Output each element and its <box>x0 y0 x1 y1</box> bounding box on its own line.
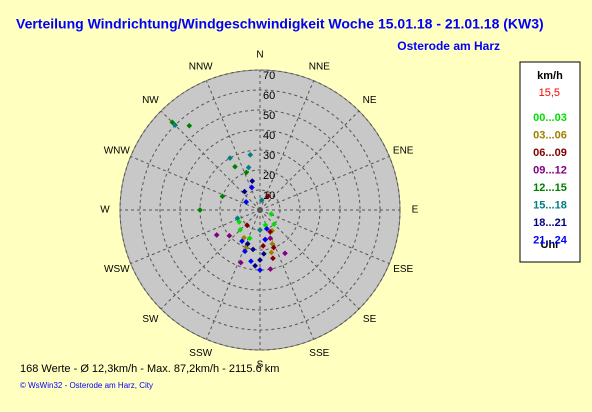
data-point <box>244 241 251 247</box>
data-point <box>268 249 275 256</box>
data-point <box>267 228 273 235</box>
data-point <box>246 235 253 242</box>
legend-title: km/h <box>537 70 563 82</box>
data-point <box>245 164 252 171</box>
legend-label: 00...03 <box>533 112 567 124</box>
data-point <box>271 221 277 227</box>
direction-label: WSW <box>104 264 130 275</box>
data-point <box>268 211 275 217</box>
data-point <box>239 238 245 245</box>
r-tick-label: 50 <box>263 110 275 122</box>
data-point <box>248 184 255 191</box>
data-point <box>257 267 263 273</box>
spoke <box>160 209 261 310</box>
data-point <box>252 262 258 269</box>
direction-label: WNW <box>104 145 131 156</box>
r-tick-label: 70 <box>263 70 275 82</box>
grid-ring <box>159 109 361 311</box>
direction-label: SSW <box>189 348 212 359</box>
legend-label: 12...15 <box>533 182 567 194</box>
legend-label: 21...24 <box>533 234 568 246</box>
data-point <box>264 225 270 232</box>
data-point <box>270 244 277 251</box>
direction-label: SE <box>363 314 377 325</box>
chart-title: Verteilung Windrichtung/Windgeschwindigk… <box>16 16 544 32</box>
r-tick-label: 20 <box>263 170 275 182</box>
grid-ring <box>179 129 341 291</box>
legend-label: 18...21 <box>533 217 567 229</box>
data-point <box>282 250 288 257</box>
data-point <box>234 215 241 222</box>
r-tick-label: 60 <box>263 90 275 102</box>
grid-ring <box>139 89 381 331</box>
direction-label: S <box>257 360 264 371</box>
direction-label: ENE <box>393 145 414 156</box>
data-point <box>242 248 248 255</box>
legend-box <box>519 61 581 263</box>
chart-subtitle: Osterode am Harz <box>397 39 500 53</box>
data-point <box>219 193 226 200</box>
legend-label: 09...12 <box>533 164 567 176</box>
spoke <box>259 209 360 310</box>
footer: 168 Werte - Ø 12,3km/h - Max. 87,2km/h -… <box>20 363 279 375</box>
data-point <box>232 163 238 170</box>
data-point <box>249 178 256 184</box>
spoke <box>259 155 390 211</box>
grid-ring <box>219 169 301 251</box>
data-point <box>260 243 266 249</box>
spoke <box>205 80 261 211</box>
data-point <box>262 236 269 243</box>
direction-label: ESE <box>393 264 413 275</box>
data-point <box>237 226 244 233</box>
direction-label: E <box>412 205 419 216</box>
legend-label: 15...18 <box>533 199 567 211</box>
spoke <box>130 155 261 211</box>
legend-footer: Uhr <box>541 239 561 251</box>
data-point <box>244 222 250 229</box>
data-point <box>226 232 233 239</box>
data-point <box>238 259 244 266</box>
data-point <box>265 193 271 199</box>
spoke <box>259 110 360 211</box>
direction-label: NE <box>363 95 377 106</box>
direction-label: N <box>256 50 263 61</box>
direction-label: NW <box>142 95 159 106</box>
data-point <box>267 235 274 242</box>
legend-value: 15,5 <box>539 87 560 99</box>
data-point <box>247 152 254 158</box>
data-point <box>241 188 248 195</box>
r-tick-label: 30 <box>263 150 275 162</box>
data-point <box>248 258 254 265</box>
data-point <box>257 227 263 233</box>
direction-label: SW <box>142 314 159 325</box>
data-point <box>267 266 274 272</box>
legend-label: 03...06 <box>533 129 567 141</box>
data-point <box>243 169 250 176</box>
copyright: © WsWin32 - Osterode am Harz, City <box>20 381 153 390</box>
direction-label: NNE <box>309 61 330 72</box>
direction-label: NNW <box>189 61 213 72</box>
spoke <box>259 80 315 211</box>
data-point <box>172 122 178 128</box>
spoke <box>130 209 261 265</box>
grid-ring <box>119 69 401 351</box>
direction-label: W <box>100 205 110 216</box>
data-point <box>197 207 203 213</box>
data-point <box>213 232 220 238</box>
spoke <box>259 209 315 340</box>
legend-label: 06...09 <box>533 147 567 159</box>
data-point <box>250 246 256 253</box>
spoke <box>160 110 261 211</box>
data-point <box>261 251 267 257</box>
direction-label: SSE <box>309 348 329 359</box>
spoke <box>205 209 261 340</box>
data-point <box>257 257 263 263</box>
r-tick-label: 40 <box>263 130 275 142</box>
data-point <box>243 199 249 205</box>
data-point <box>227 155 233 161</box>
spoke <box>259 209 390 265</box>
data-point <box>258 197 265 203</box>
data-point <box>270 255 276 262</box>
